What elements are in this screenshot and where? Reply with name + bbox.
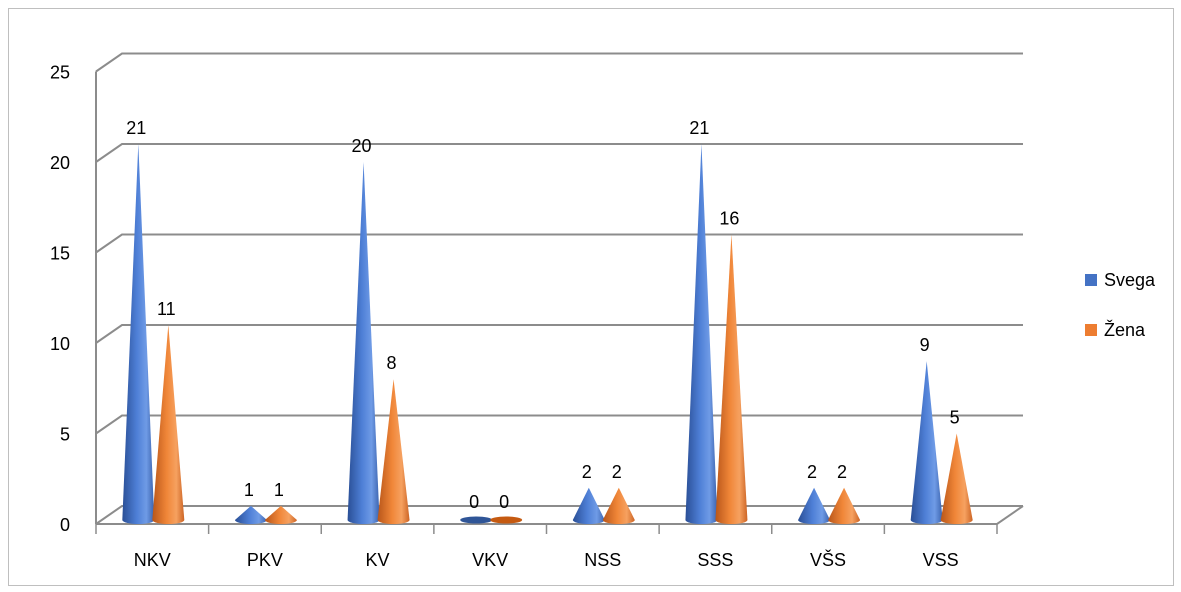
x-tick-label: NKV (134, 550, 171, 570)
data-label: 0 (469, 492, 479, 512)
cone-bar (122, 143, 155, 524)
data-label: 1 (244, 480, 254, 500)
cone-bar (152, 324, 185, 524)
x-tick-label: VSS (923, 550, 959, 570)
data-label: 0 (499, 492, 509, 512)
x-tick-label: VKV (472, 550, 508, 570)
legend-swatch-svega (1085, 274, 1097, 286)
legend: Svega Žena (1085, 270, 1156, 340)
data-label: 2 (582, 462, 592, 482)
gridline (95, 505, 1023, 525)
y-tick-label: 15 (50, 244, 70, 264)
gridline (95, 324, 1023, 344)
cone-bar (940, 433, 973, 524)
x-axis-floor (96, 505, 1024, 525)
y-tick-label: 20 (50, 153, 70, 173)
data-label: 2 (612, 462, 622, 482)
data-label: 8 (387, 353, 397, 373)
legend-swatch-zena (1085, 324, 1097, 336)
data-label: 21 (126, 118, 146, 138)
legend-label-svega: Svega (1104, 270, 1156, 290)
x-tick-label: VŠS (810, 549, 846, 570)
cone-bar (460, 516, 493, 524)
cone-bar (685, 143, 718, 524)
gridlines (95, 52, 1023, 525)
cone-bar (828, 487, 861, 524)
cone-bar (490, 516, 523, 524)
data-label: 1 (274, 480, 284, 500)
gridline (95, 233, 1023, 254)
x-tick-label: PKV (247, 550, 283, 570)
data-label: 5 (950, 408, 960, 428)
y-tick-label: 0 (60, 515, 70, 535)
cone-bar (347, 162, 380, 524)
x-tick-label: KV (366, 550, 390, 570)
data-label: 9 (920, 335, 930, 355)
cone-bar (377, 379, 410, 524)
gridline (95, 143, 1023, 163)
data-label: 16 (719, 208, 739, 228)
cone-bar (910, 361, 943, 524)
x-tick-label: SSS (697, 550, 733, 570)
data-label: 20 (352, 136, 372, 156)
legend-label-zena: Žena (1104, 320, 1146, 340)
cone-bar (798, 487, 831, 524)
gridline (95, 414, 1023, 435)
x-tick-label: NSS (584, 550, 621, 570)
y-tick-label: 5 (60, 425, 70, 445)
data-label: 21 (689, 118, 709, 138)
data-label: 2 (837, 462, 847, 482)
y-tick-label: 25 (50, 63, 70, 83)
data-label: 11 (157, 299, 176, 319)
chart-frame (8, 8, 1174, 586)
data-label: 2 (807, 462, 817, 482)
cone-bar (264, 505, 297, 524)
cone-bar (572, 487, 605, 524)
cone-bar (602, 487, 635, 524)
cone-bar (715, 234, 748, 524)
cones (122, 143, 973, 524)
y-tick-label: 10 (50, 334, 70, 354)
gridline (95, 52, 1023, 73)
cone-bar (234, 505, 267, 524)
